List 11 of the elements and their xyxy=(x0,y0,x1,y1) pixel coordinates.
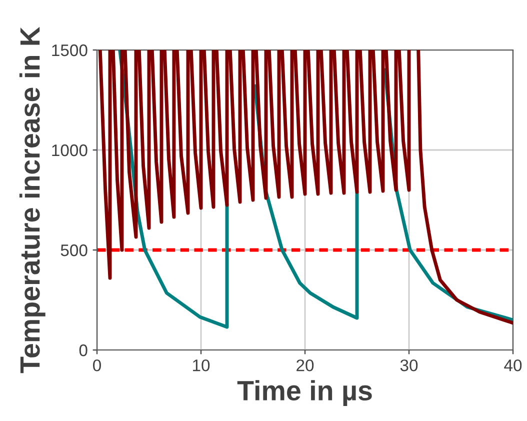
x-tick-label: 20 xyxy=(296,359,314,372)
y-tick-label: 0 xyxy=(79,344,88,356)
x-axis-title: Time in µs xyxy=(237,380,372,406)
y-axis-title: Temperature increase in K xyxy=(19,26,46,374)
x-tick-label: 0 xyxy=(93,359,101,372)
x-tick-label: 30 xyxy=(400,359,418,372)
x-tick-label: 40 xyxy=(504,359,522,372)
y-tick-label: 500 xyxy=(60,244,88,256)
x-tick-label: 10 xyxy=(193,359,210,372)
y-tick-label: 1000 xyxy=(52,144,88,156)
y-tick-label: 1500 xyxy=(52,44,88,56)
